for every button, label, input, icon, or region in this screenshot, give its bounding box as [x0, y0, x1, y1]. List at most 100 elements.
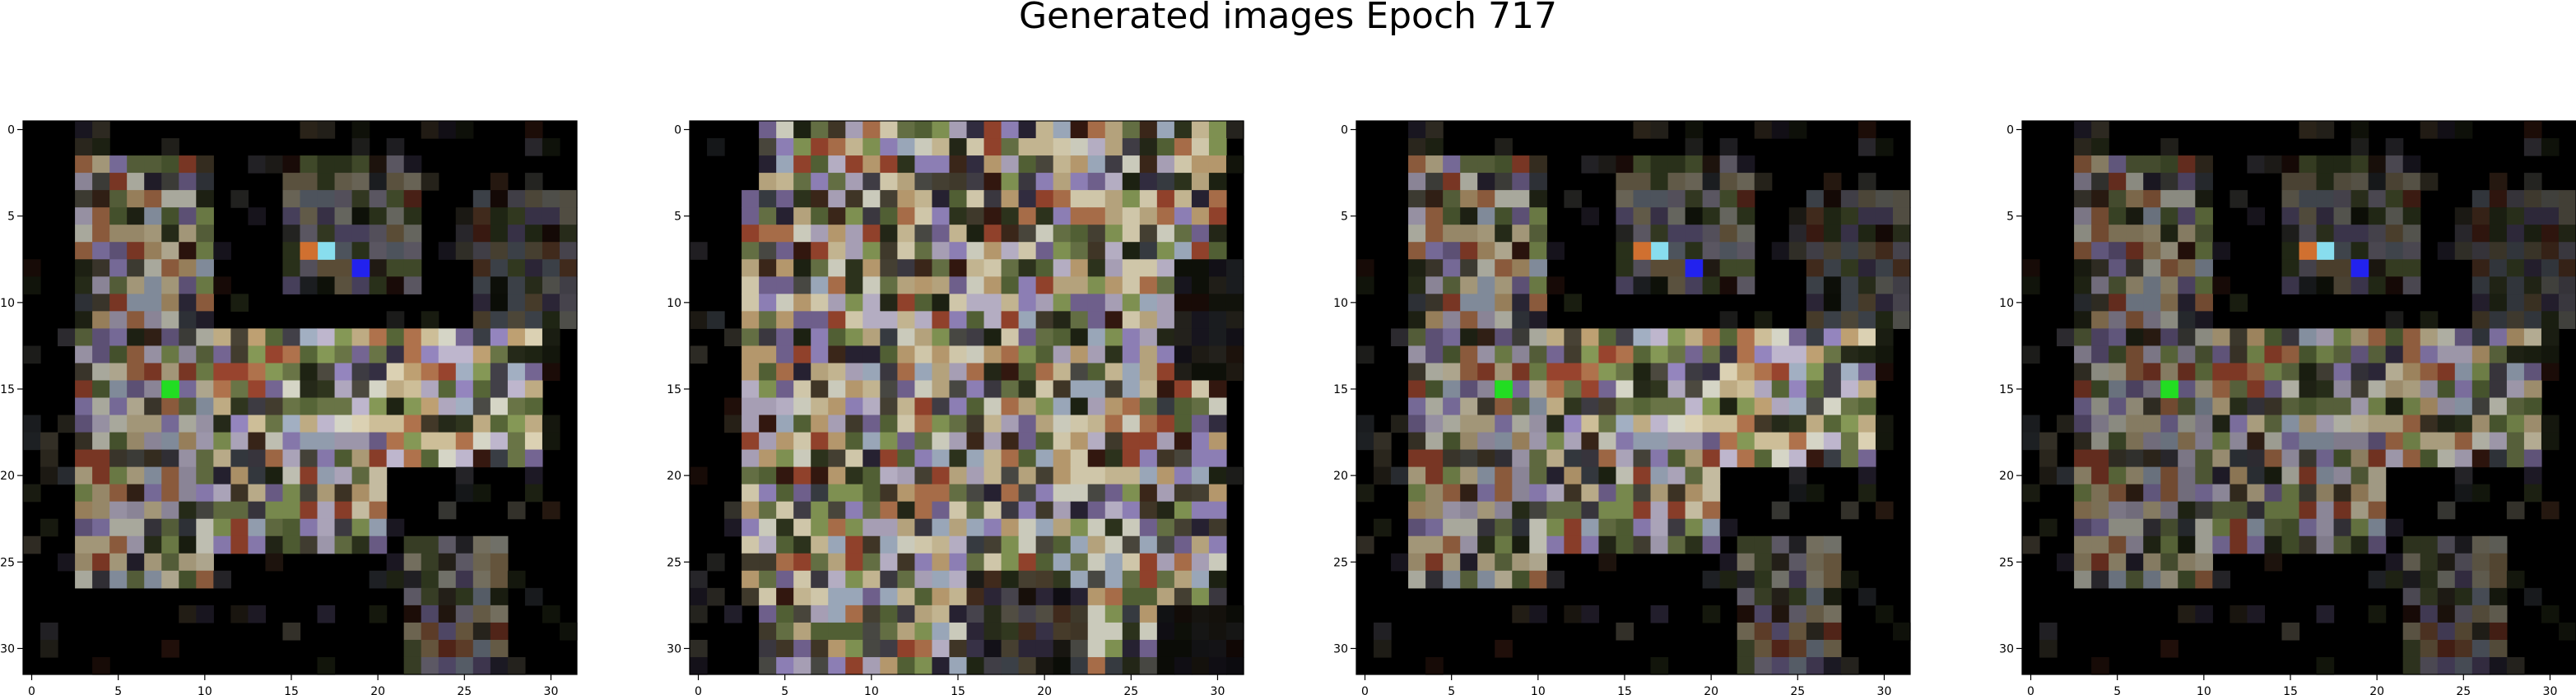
pixel	[1737, 225, 1755, 243]
pixel	[2143, 380, 2161, 398]
pixel	[2281, 398, 2299, 416]
pixel	[828, 138, 846, 156]
pixel	[1157, 536, 1175, 554]
pixel	[318, 155, 336, 174]
pixel	[1581, 502, 1599, 520]
pixel	[949, 571, 967, 589]
pixel	[1789, 467, 1807, 485]
pixel	[690, 605, 708, 623]
pixel	[213, 415, 231, 433]
pixel	[1495, 311, 1513, 329]
pixel	[742, 311, 760, 329]
pixel	[2109, 345, 2127, 364]
pixel	[811, 588, 829, 606]
pixel	[473, 484, 491, 503]
pixel	[1634, 225, 1652, 243]
pixel	[759, 588, 777, 606]
pixel	[932, 190, 950, 208]
pixel	[1477, 433, 1495, 451]
pixel	[845, 207, 863, 225]
pixel	[2299, 363, 2318, 381]
pixel	[967, 502, 985, 520]
pixel	[439, 363, 457, 381]
pixel	[863, 259, 881, 277]
pixel	[2541, 328, 2560, 346]
pixel	[828, 605, 846, 623]
pixel	[2057, 415, 2075, 433]
pixel	[1002, 380, 1020, 398]
pixel	[880, 415, 898, 433]
pixel	[1651, 450, 1669, 468]
pixel	[1686, 467, 1704, 485]
pixel	[1036, 363, 1054, 381]
pixel	[793, 276, 811, 294]
pixel	[1374, 623, 1392, 641]
pixel	[2143, 571, 2161, 589]
pixel	[845, 363, 863, 381]
pixel	[2195, 311, 2213, 329]
pixel	[1226, 657, 1244, 675]
pixel	[811, 484, 829, 503]
pixel	[1443, 450, 1461, 468]
pixel	[1824, 450, 1842, 468]
pixel	[1806, 450, 1825, 468]
pixel	[2178, 207, 2196, 225]
pixel	[1806, 242, 1825, 260]
pixel	[1460, 380, 1478, 398]
pixel	[75, 433, 93, 451]
pixel	[2420, 623, 2439, 641]
pixel	[742, 363, 760, 381]
pixel	[1737, 554, 1755, 572]
pixel	[542, 328, 560, 346]
pixel	[1105, 190, 1123, 208]
pixel	[880, 450, 898, 468]
pixel	[1772, 450, 1790, 468]
pixel	[1408, 536, 1426, 554]
pixel	[2524, 588, 2542, 606]
pixel	[1140, 121, 1158, 139]
pixel	[2507, 294, 2525, 312]
pixel	[1546, 328, 1565, 346]
pixel	[508, 363, 526, 381]
pixel	[1806, 259, 1825, 277]
pixel	[1036, 554, 1054, 572]
pixel	[1651, 328, 1669, 346]
pixel	[300, 380, 319, 398]
pixel	[949, 190, 967, 208]
pixel	[2022, 433, 2040, 451]
pixel	[1564, 467, 1582, 485]
pixel	[421, 554, 439, 572]
pixel	[352, 345, 370, 364]
pixel	[508, 571, 526, 589]
pixel	[2264, 536, 2282, 554]
pixel	[742, 467, 760, 485]
pixel	[1806, 415, 1825, 433]
pixel	[2143, 536, 2161, 554]
pixel	[1703, 225, 1721, 243]
pixel	[949, 536, 967, 554]
pixel	[2126, 259, 2144, 277]
pixel	[127, 190, 145, 208]
pixel	[248, 363, 266, 381]
pixel	[2264, 519, 2282, 537]
pixel	[2524, 415, 2542, 433]
pixel	[2541, 190, 2560, 208]
pixel	[387, 259, 405, 277]
pixel	[439, 588, 457, 606]
pixel	[1477, 380, 1495, 398]
pixel	[1720, 207, 1738, 225]
pixel	[1019, 121, 1037, 139]
pixel	[1806, 276, 1825, 294]
pixel	[473, 415, 491, 433]
pixel	[759, 433, 777, 451]
pixel	[845, 190, 863, 208]
pixel	[1088, 605, 1106, 623]
pixel	[1443, 207, 1461, 225]
pixel	[525, 467, 543, 485]
pixel	[2091, 138, 2109, 156]
pixel	[1789, 571, 1807, 589]
pixel	[92, 328, 110, 346]
pixel	[404, 207, 422, 225]
pixel	[1071, 173, 1089, 191]
pixel	[1174, 398, 1193, 416]
